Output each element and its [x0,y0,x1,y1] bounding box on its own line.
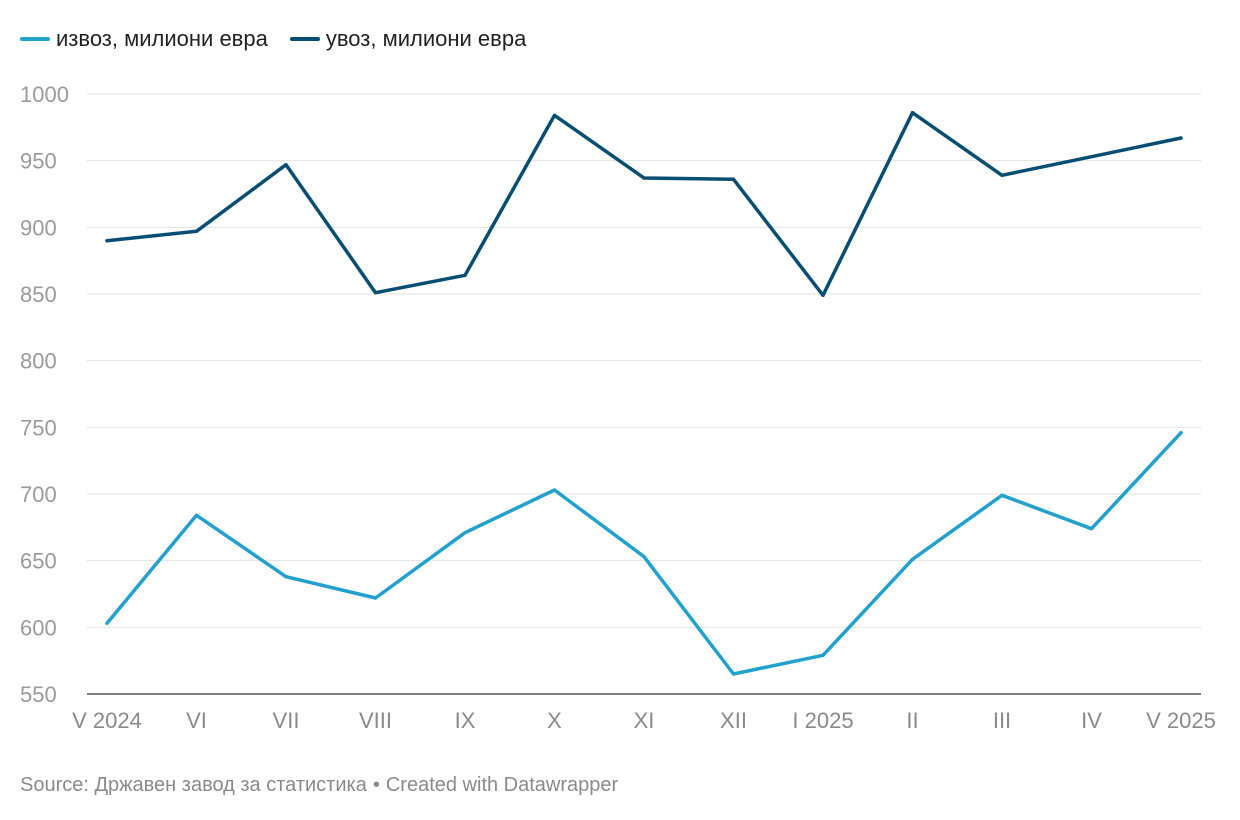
data-point-export [642,555,646,559]
data-point-export [194,513,199,517]
y-tick-label: 650 [20,549,57,574]
y-tick-label: 950 [20,149,57,174]
credit-note: Created with Datawrapper [385,774,619,796]
data-point-import [194,229,199,233]
chart-footer: Source: Државен завод за статистика • Crea… [20,774,618,797]
data-point-import [284,163,288,167]
y-tick-label: 900 [20,215,57,240]
y-tick-label: 550 [20,682,57,707]
data-point-export [910,557,915,561]
y-tick-label: 750 [20,415,57,440]
y-tick-label: 850 [20,282,57,307]
chart-legend: извоз, милиони евра увоз, милиони евра [20,26,526,52]
x-tick-label: I 2025 [792,708,853,733]
y-tick-label: 1000 [20,82,69,107]
data-point-export [552,488,557,492]
legend-swatch-export [20,37,50,41]
data-point-import [910,111,915,115]
legend-item-import: увоз, милиони евра [289,26,527,52]
data-point-import [463,273,467,277]
data-point-import [731,177,736,181]
legend-label-export: извоз, милиони евра [56,26,268,51]
data-point-import [821,293,825,297]
series-line-import [105,110,1183,298]
data-point-import [1179,136,1183,140]
x-tick-label: III [993,708,1011,733]
data-point-export [463,531,467,535]
data-point-import [373,291,378,295]
data-point-import [642,176,646,180]
y-tick-label: 700 [20,482,57,507]
x-tick-label: VII [273,708,300,733]
data-point-export [731,672,736,676]
data-point-export [1000,493,1004,497]
data-point-import [105,239,109,243]
source-note: Source: Државен завод за статистика [20,774,367,796]
legend-item-export: извоз, милиони евра [20,26,268,52]
data-point-export [284,575,288,579]
x-tick-label: V 2024 [72,708,142,733]
legend-label-import: увоз, милиони евра [325,26,527,51]
data-point-export [1179,431,1183,435]
data-point-export [1089,527,1094,531]
x-tick-label: X [547,708,562,733]
data-point-export [373,596,378,600]
legend-swatch-import [289,37,320,41]
x-tick-label: VI [186,708,207,733]
y-tick-label: 600 [20,615,57,640]
footer-separator: • [372,774,380,796]
x-tick-label: XII [720,708,747,733]
data-point-export [821,653,825,657]
data-point-import [1089,155,1094,159]
data-point-import [552,113,557,117]
x-tick-label: IX [455,708,476,733]
series-line-export [105,430,1183,676]
x-tick-label: XI [634,708,655,733]
y-tick-label: 800 [20,349,57,374]
x-tick-label: VIII [359,708,392,733]
x-tick-label: II [906,708,918,733]
x-tick-label: V 2025 [1146,708,1216,733]
data-point-export [105,621,109,625]
data-point-import [1000,173,1004,177]
x-tick-label: IV [1081,708,1102,733]
